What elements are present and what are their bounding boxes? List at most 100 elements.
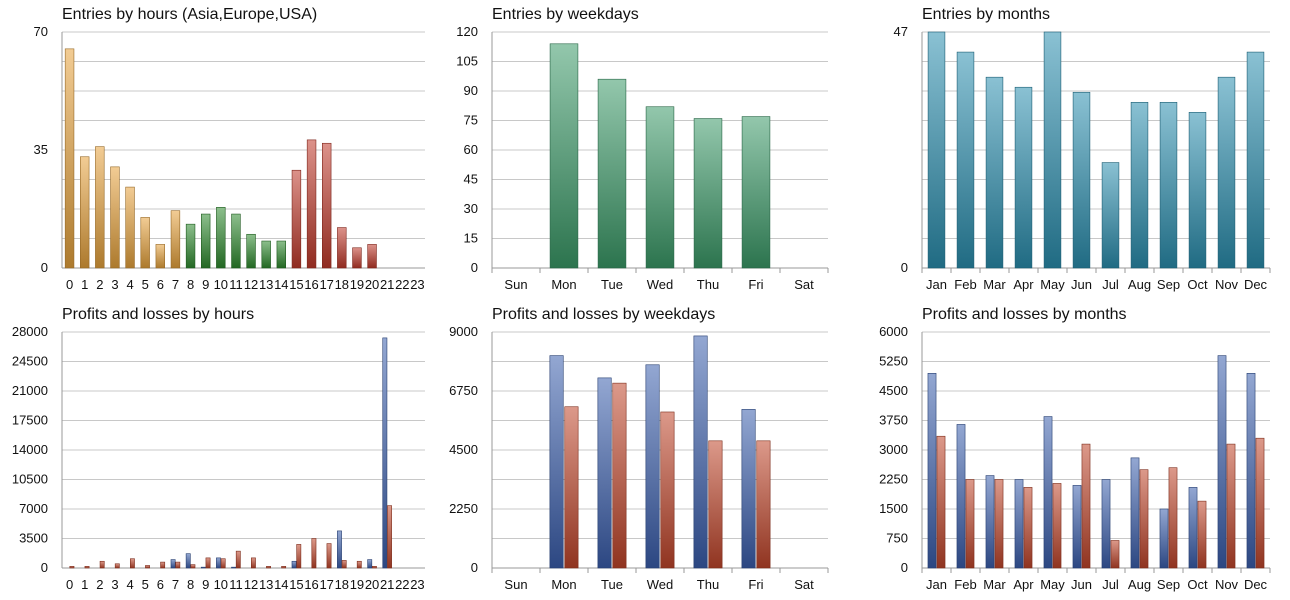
chart-title: Entries by months — [922, 6, 1051, 23]
y-tick-label: 90 — [464, 83, 478, 98]
x-tick-label: Jul — [1102, 277, 1119, 292]
bar — [549, 43, 579, 269]
bar-series-1 — [1052, 483, 1062, 569]
x-tick-label: 15 — [289, 277, 303, 292]
x-tick-label: May — [1040, 277, 1065, 292]
bar — [597, 78, 627, 269]
y-tick-label: 60 — [464, 142, 478, 157]
x-tick-label: 0 — [66, 277, 73, 292]
bar-series-1 — [708, 440, 723, 569]
x-tick-label: Apr — [1013, 577, 1034, 592]
bar-series-1 — [281, 566, 287, 569]
y-tick-label: 6000 — [879, 324, 908, 339]
bar — [125, 186, 135, 269]
y-tick-label: 35 — [34, 142, 48, 157]
y-tick-label: 7000 — [19, 501, 48, 516]
x-tick-label: Dec — [1244, 277, 1268, 292]
y-tick-label: 3500 — [19, 531, 48, 546]
y-tick-label: 3000 — [879, 442, 908, 457]
bar-series-1 — [205, 557, 211, 569]
bar-series-0 — [597, 377, 612, 569]
bar — [155, 244, 165, 269]
bar — [110, 166, 120, 269]
x-tick-label: 8 — [187, 577, 194, 592]
bar-series-0 — [693, 335, 708, 569]
bar-series-0 — [1130, 457, 1140, 569]
x-tick-label: 9 — [202, 277, 209, 292]
x-tick-label: Oct — [1187, 277, 1208, 292]
bar-series-1 — [99, 560, 105, 569]
x-tick-label: Nov — [1215, 577, 1239, 592]
x-tick-label: 6 — [157, 277, 164, 292]
x-tick-label: 4 — [126, 577, 133, 592]
bar-series-1 — [160, 561, 166, 569]
bar-series-0 — [200, 566, 206, 569]
x-tick-label: Jul — [1102, 577, 1119, 592]
x-tick-label: Thu — [697, 277, 719, 292]
bar — [741, 116, 771, 269]
bar — [1014, 86, 1033, 269]
bar — [1188, 112, 1207, 269]
bar-series-1 — [296, 544, 302, 569]
y-tick-label: 75 — [464, 113, 478, 128]
bar — [216, 207, 226, 269]
bar — [1159, 101, 1178, 269]
bar — [1130, 101, 1149, 269]
bar — [306, 139, 317, 269]
y-tick-label: 70 — [34, 24, 48, 39]
x-tick-label: May — [1040, 577, 1065, 592]
x-tick-label: 21 — [380, 277, 394, 292]
chart-panel-pl-by-months: Profits and losses by months 0 750 1500 225… — [860, 300, 1290, 600]
x-tick-label: Jan — [926, 577, 947, 592]
chart-pl-by-weekdays: 0 2250 4500 6750 9000 Sun Mon Tue Wed Thu Fri Sat — [449, 324, 829, 592]
y-tick-label: 3750 — [879, 413, 908, 428]
y-tick-label: 750 — [886, 531, 908, 546]
bar-series-1 — [1197, 500, 1207, 569]
x-tick-label: Mar — [983, 577, 1006, 592]
x-tick-label: Sep — [1157, 277, 1180, 292]
bar-series-0 — [185, 553, 191, 569]
bar-series-1 — [936, 435, 946, 569]
bar-series-1 — [756, 440, 771, 569]
x-tick-label: Sat — [794, 277, 814, 292]
bar — [185, 223, 196, 269]
bar-series-0 — [1072, 485, 1082, 569]
x-tick-label: Aug — [1128, 277, 1151, 292]
bar-series-0 — [337, 530, 342, 569]
x-tick-label: Fri — [748, 277, 763, 292]
x-tick-label: Jun — [1071, 577, 1092, 592]
bar-series-1 — [660, 411, 675, 569]
bar-series-0 — [645, 364, 660, 569]
x-tick-label: Jan — [926, 277, 947, 292]
bar-series-1 — [564, 406, 579, 569]
bar-series-1 — [1226, 443, 1236, 569]
bar — [64, 48, 75, 269]
bar — [246, 233, 256, 269]
bar-series-0 — [291, 560, 297, 569]
x-tick-label: Wed — [647, 277, 674, 292]
x-tick-label: 9 — [202, 577, 209, 592]
bar — [201, 213, 211, 269]
bar — [1217, 76, 1236, 269]
y-tick-label: 0 — [471, 560, 478, 575]
bar-series-1 — [1081, 443, 1091, 569]
y-tick-label: 4500 — [879, 383, 908, 398]
y-tick-label: 2250 — [879, 472, 908, 487]
x-tick-label: 22 — [395, 277, 409, 292]
y-tick-label: 30 — [464, 201, 478, 216]
x-tick-label: 23 — [410, 277, 424, 292]
bar-series-0 — [231, 566, 237, 569]
y-tick-label: 9000 — [449, 324, 478, 339]
bar-series-0 — [1043, 416, 1053, 569]
bar-series-1 — [1168, 467, 1178, 569]
x-tick-label: Apr — [1013, 277, 1034, 292]
bar-series-0 — [549, 355, 564, 569]
x-tick-label: 13 — [259, 277, 273, 292]
x-tick-label: Mar — [983, 277, 1006, 292]
bar-series-1 — [612, 382, 627, 569]
bar-series-1 — [114, 563, 120, 569]
x-tick-label: 16 — [304, 277, 318, 292]
x-tick-label: Aug — [1128, 577, 1151, 592]
bar — [95, 146, 105, 269]
bar — [276, 240, 286, 269]
